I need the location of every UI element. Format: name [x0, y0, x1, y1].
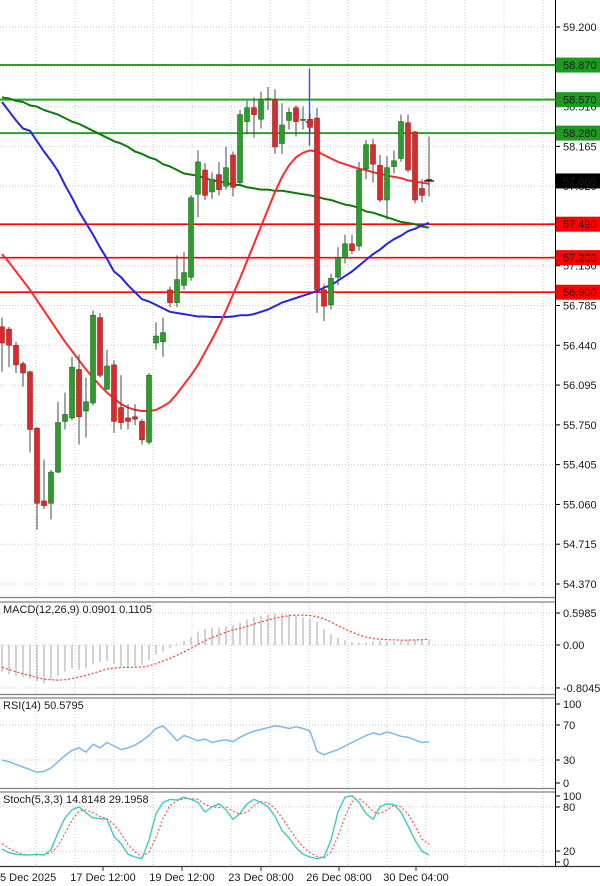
svg-text:58.570: 58.570: [563, 95, 597, 107]
svg-text:58.870: 58.870: [563, 60, 597, 72]
svg-text:100: 100: [563, 791, 581, 803]
svg-text:0.5985: 0.5985: [563, 608, 597, 620]
candles-layer: [0, 86, 434, 530]
rsi-panel: [1, 725, 430, 774]
svg-text:58.165: 58.165: [563, 141, 597, 153]
macd-panel: [1, 613, 430, 684]
svg-text:5 Dec 2025: 5 Dec 2025: [0, 872, 56, 884]
svg-text:0: 0: [563, 778, 569, 790]
time-axis: 5 Dec 2025 17 Dec 12:00 19 Dec 12:00 23 Dec…: [0, 865, 600, 884]
svg-text:57.490: 57.490: [563, 219, 597, 231]
svg-text:26 Dec 08:00: 26 Dec 08:00: [306, 872, 371, 884]
svg-text:56.900: 56.900: [563, 287, 597, 299]
svg-text:30 Dec 04:00: 30 Dec 04:00: [383, 872, 448, 884]
svg-text:54.370: 54.370: [563, 579, 597, 591]
svg-text:56.440: 56.440: [563, 340, 597, 352]
svg-text:17 Dec 12:00: 17 Dec 12:00: [70, 872, 135, 884]
svg-text:0.00: 0.00: [563, 640, 584, 652]
price-level-badges: 58.870 58.570 58.280 57.865 57.490 57.200 56.9…: [549, 57, 600, 300]
svg-text:57.200: 57.200: [563, 253, 597, 265]
stochastic-panel: [1, 795, 430, 860]
svg-text:70: 70: [563, 720, 575, 732]
svg-text:19 Dec 12:00: 19 Dec 12:00: [149, 872, 214, 884]
svg-text:56.095: 56.095: [563, 380, 597, 392]
svg-text:100: 100: [563, 699, 581, 711]
svg-text:80: 80: [563, 802, 575, 814]
panel-separators: [0, 596, 600, 793]
svg-text:-0.8045: -0.8045: [563, 683, 600, 695]
svg-text:23 Dec 08:00: 23 Dec 08:00: [228, 872, 293, 884]
svg-text:59.200: 59.200: [563, 22, 597, 34]
svg-text:58.280: 58.280: [563, 128, 597, 140]
svg-text:0: 0: [563, 857, 569, 869]
svg-text:20: 20: [563, 846, 575, 858]
svg-text:55.405: 55.405: [563, 460, 597, 472]
svg-text:54.715: 54.715: [563, 539, 597, 551]
svg-text:56.785: 56.785: [563, 300, 597, 312]
svg-text:55.750: 55.750: [563, 420, 597, 432]
svg-text:55.060: 55.060: [563, 499, 597, 511]
svg-text:57.865: 57.865: [563, 176, 597, 188]
svg-text:30: 30: [563, 755, 575, 767]
